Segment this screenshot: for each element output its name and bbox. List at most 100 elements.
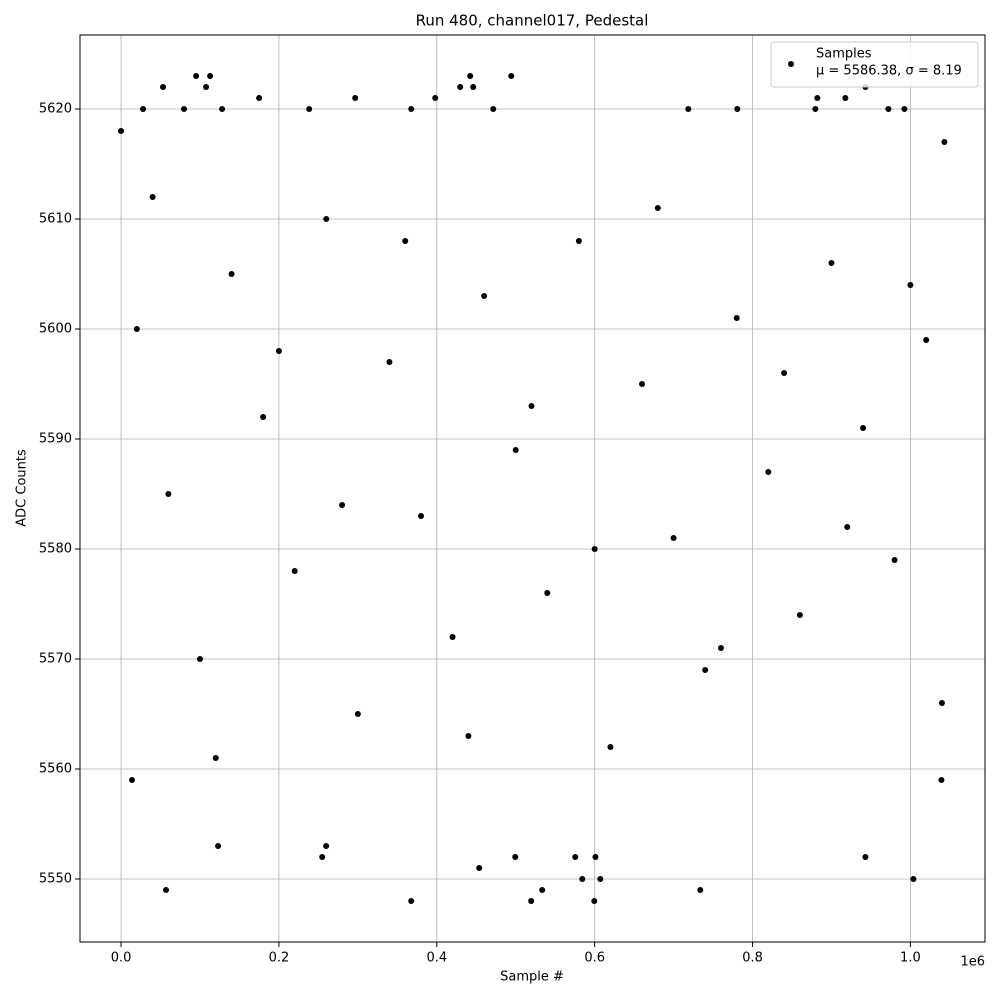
data-point	[465, 732, 472, 739]
data-point	[938, 699, 945, 706]
x-tick-label: 1.0	[900, 951, 921, 966]
data-point	[528, 403, 535, 410]
data-point	[118, 128, 125, 135]
x-axis-label: Sample #	[500, 970, 564, 985]
plot-frame	[79, 34, 986, 943]
data-point	[291, 567, 298, 574]
data-point	[457, 84, 464, 91]
data-point	[449, 633, 456, 640]
data-point	[160, 84, 167, 91]
data-point	[165, 490, 172, 497]
data-point	[193, 73, 200, 80]
data-point	[207, 73, 214, 80]
x-tick-label: 0.6	[584, 951, 605, 966]
data-point	[814, 95, 821, 102]
data-point	[203, 84, 210, 91]
data-point	[885, 106, 892, 113]
data-point	[544, 589, 551, 596]
data-point	[467, 73, 474, 80]
data-point	[219, 106, 226, 113]
data-point	[733, 315, 740, 322]
data-point	[470, 84, 477, 91]
data-point	[572, 853, 579, 860]
data-point	[306, 106, 313, 113]
data-point	[228, 271, 235, 278]
data-point	[408, 897, 415, 904]
data-point	[149, 194, 156, 201]
x-tick-label: 0.0	[111, 951, 132, 966]
x-tick-label: 0.4	[426, 951, 447, 966]
data-point	[781, 370, 788, 377]
data-point	[539, 886, 546, 893]
data-point	[938, 776, 945, 783]
y-tick-label: 5610	[39, 212, 72, 227]
data-point	[418, 512, 425, 519]
data-point	[639, 381, 646, 388]
data-point	[339, 501, 346, 508]
data-point	[408, 106, 415, 113]
data-point	[512, 447, 519, 454]
y-tick-label: 5590	[39, 432, 72, 447]
y-tick-label: 5560	[39, 761, 72, 776]
data-point	[862, 853, 869, 860]
data-point	[907, 282, 914, 289]
legend-note: μ = 5586.38, σ = 8.19	[816, 64, 962, 79]
data-point	[842, 95, 849, 102]
data-point	[670, 534, 677, 541]
data-point	[591, 545, 598, 552]
data-point	[352, 95, 359, 102]
data-point	[140, 106, 147, 113]
data-point	[685, 106, 692, 113]
data-point	[765, 469, 772, 476]
data-point	[901, 106, 908, 113]
data-point	[319, 853, 326, 860]
y-tick-label: 5570	[39, 651, 72, 666]
chart-title: Run 480, channel017, Pedestal	[416, 12, 649, 30]
data-point	[323, 216, 330, 223]
data-point	[654, 205, 661, 212]
data-point	[796, 611, 803, 618]
data-point	[717, 644, 724, 651]
data-point	[923, 337, 930, 344]
data-point	[354, 710, 361, 717]
data-point	[323, 842, 330, 849]
data-point	[432, 95, 439, 102]
data-point	[891, 556, 898, 563]
data-point	[812, 106, 819, 113]
x-tick-label: 0.2	[269, 951, 290, 966]
legend-marker	[788, 61, 794, 67]
data-point	[579, 875, 586, 882]
data-point	[592, 853, 599, 860]
y-tick-label: 5550	[39, 871, 72, 886]
data-point	[490, 106, 497, 113]
data-point	[844, 523, 851, 530]
y-tick-label: 5620	[39, 102, 72, 117]
data-point	[697, 886, 704, 893]
y-tick-label: 5600	[39, 322, 72, 337]
data-point	[275, 348, 282, 355]
data-point	[215, 842, 222, 849]
data-point	[256, 95, 263, 102]
data-point	[133, 326, 140, 333]
data-point	[702, 666, 709, 673]
data-point	[212, 754, 219, 761]
data-point	[860, 425, 867, 432]
data-point	[512, 853, 519, 860]
data-point	[734, 106, 741, 113]
data-point	[941, 139, 948, 146]
data-point	[386, 359, 393, 366]
data-point	[591, 897, 598, 904]
legend-box	[770, 41, 979, 88]
data-point	[508, 73, 515, 80]
data-point	[607, 743, 614, 750]
data-point	[828, 260, 835, 267]
data-point	[481, 293, 488, 300]
y-tick-label: 5580	[39, 541, 72, 556]
x-tick-label: 0.8	[742, 951, 763, 966]
data-point	[910, 875, 917, 882]
data-point	[129, 776, 136, 783]
data-point	[402, 238, 409, 245]
data-point	[476, 864, 483, 871]
data-point	[163, 886, 170, 893]
